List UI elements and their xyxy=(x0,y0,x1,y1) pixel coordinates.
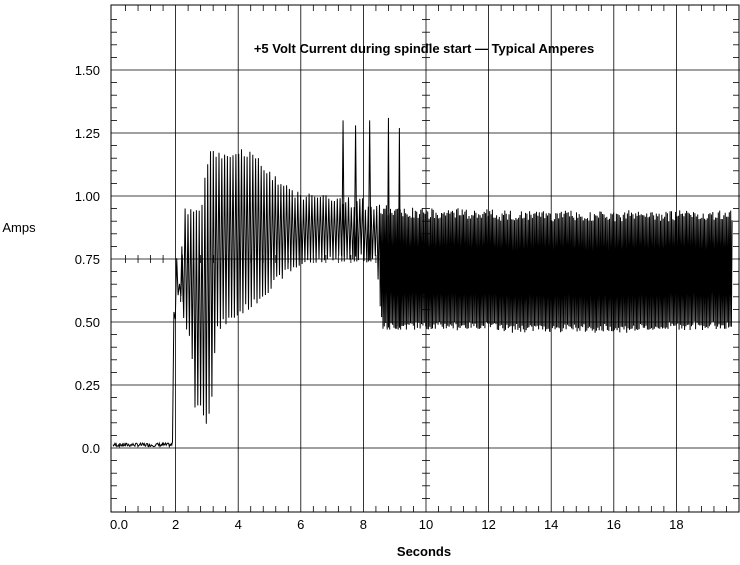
y-tick-label: 0.75 xyxy=(75,252,100,267)
y-tick-label: 0.50 xyxy=(75,315,100,330)
x-tick-label: 16 xyxy=(607,517,621,532)
plot-frame xyxy=(110,4,740,513)
y-tick-label: 1.25 xyxy=(75,126,100,141)
current-spike xyxy=(180,246,184,302)
x-tick-label: 0.0 xyxy=(110,517,128,532)
x-tick-label: 8 xyxy=(360,517,367,532)
y-tick-label: 1.50 xyxy=(75,63,100,78)
y-tick-label: 0.0 xyxy=(82,441,100,456)
current-spike xyxy=(353,125,358,262)
x-tick-label: 4 xyxy=(235,517,242,532)
y-tick-label: 0.25 xyxy=(75,378,100,393)
x-tick-label: 18 xyxy=(669,517,683,532)
x-tick-label: 2 xyxy=(172,517,179,532)
x-axis-title: Seconds xyxy=(397,544,451,559)
y-axis-title: Amps xyxy=(2,220,36,235)
x-tick-label: 14 xyxy=(544,517,558,532)
chart-title: +5 Volt Current during spindle start — T… xyxy=(254,41,594,56)
current-spike xyxy=(367,120,372,262)
x-tick-label: 10 xyxy=(419,517,433,532)
current-spike xyxy=(386,117,391,330)
x-tick-label: 12 xyxy=(481,517,495,532)
current-trace xyxy=(112,149,733,449)
x-tick-label: 6 xyxy=(297,517,304,532)
current-spike xyxy=(341,120,345,262)
current-spike xyxy=(397,127,402,330)
y-tick-label: 1.00 xyxy=(75,189,100,204)
